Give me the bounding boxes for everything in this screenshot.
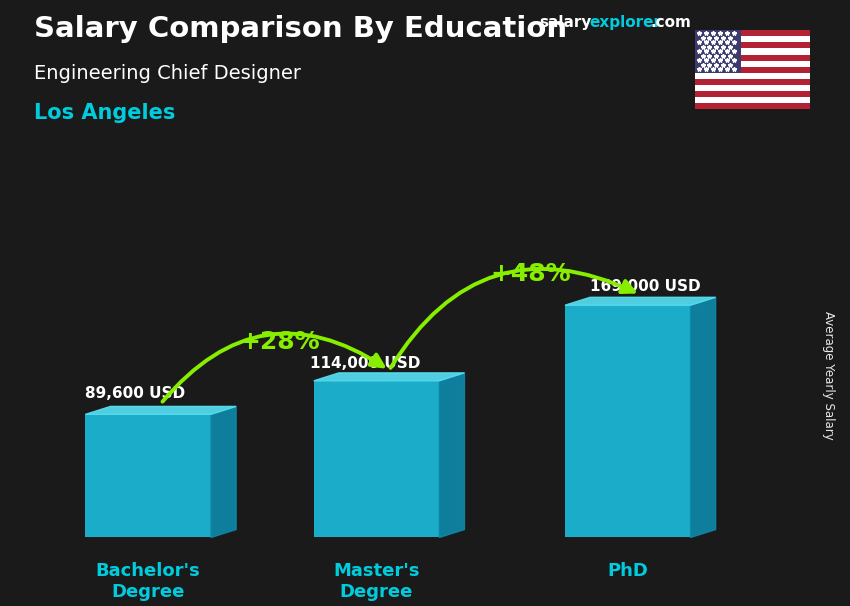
Text: Average Yearly Salary: Average Yearly Salary bbox=[822, 311, 836, 440]
Text: explorer: explorer bbox=[589, 15, 661, 30]
Text: 114,000 USD: 114,000 USD bbox=[310, 356, 420, 371]
Text: .com: .com bbox=[650, 15, 691, 30]
Bar bbox=[695, 36, 810, 42]
Text: Los Angeles: Los Angeles bbox=[34, 103, 175, 123]
Polygon shape bbox=[211, 407, 236, 538]
Text: salary: salary bbox=[540, 15, 592, 30]
Bar bbox=[695, 73, 810, 79]
Bar bbox=[695, 85, 810, 91]
Polygon shape bbox=[314, 373, 464, 381]
Bar bbox=[695, 30, 810, 36]
Bar bbox=[695, 61, 810, 67]
Text: +28%: +28% bbox=[239, 330, 320, 354]
Text: 89,600 USD: 89,600 USD bbox=[85, 386, 185, 401]
Bar bbox=[695, 97, 810, 103]
Bar bbox=[695, 30, 741, 73]
Bar bbox=[695, 48, 810, 55]
Bar bbox=[695, 91, 810, 97]
Text: +48%: +48% bbox=[490, 262, 571, 286]
Polygon shape bbox=[85, 407, 236, 415]
Bar bbox=[314, 381, 439, 538]
Bar bbox=[695, 67, 810, 73]
Bar bbox=[695, 42, 810, 48]
Bar bbox=[695, 79, 810, 85]
Polygon shape bbox=[690, 298, 716, 538]
Text: 169,000 USD: 169,000 USD bbox=[590, 279, 700, 293]
Polygon shape bbox=[565, 298, 716, 305]
Bar bbox=[85, 415, 211, 538]
Bar bbox=[695, 55, 810, 61]
Text: Salary Comparison By Education: Salary Comparison By Education bbox=[34, 15, 567, 43]
Bar bbox=[565, 305, 690, 538]
Text: Engineering Chief Designer: Engineering Chief Designer bbox=[34, 64, 301, 82]
Bar bbox=[695, 103, 810, 109]
Polygon shape bbox=[439, 373, 464, 538]
